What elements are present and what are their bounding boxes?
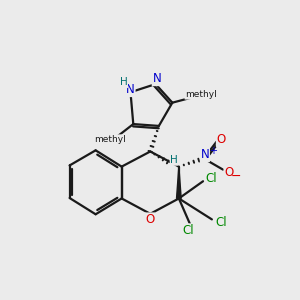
Text: N: N [126,83,135,96]
Text: N: N [152,73,161,85]
Text: O: O [224,166,233,179]
Text: −: − [231,169,241,183]
Text: H: H [120,77,128,87]
Text: methyl: methyl [185,90,217,99]
Text: Cl: Cl [183,224,194,237]
Text: H: H [170,155,178,165]
Text: +: + [208,146,217,157]
Text: Cl: Cl [206,172,217,185]
Text: Cl: Cl [216,216,227,229]
Text: O: O [217,134,226,146]
Polygon shape [176,167,181,199]
Text: methyl: methyl [94,135,126,144]
Text: N: N [200,148,209,161]
Text: O: O [145,213,154,226]
